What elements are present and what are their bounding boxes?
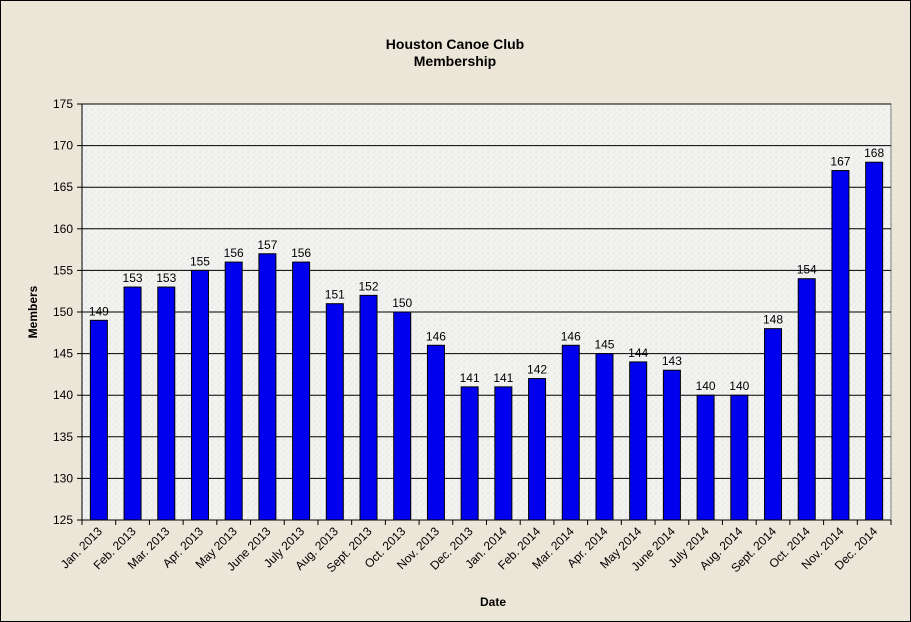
y-tick-label: 170 [53, 139, 73, 153]
y-tick-label: 150 [53, 305, 73, 319]
bar [258, 253, 277, 521]
y-tick-label: 145 [53, 347, 73, 361]
data-label: 146 [426, 329, 446, 343]
bar [797, 278, 816, 521]
data-label: 148 [763, 313, 783, 327]
bar [157, 286, 176, 521]
bar [89, 319, 108, 521]
chart-subtitle: Membership [414, 53, 496, 69]
bar [561, 344, 580, 521]
bar [528, 378, 547, 521]
bar [460, 386, 479, 521]
data-label: 145 [594, 338, 614, 352]
chart-title: Houston Canoe Club [386, 36, 524, 52]
y-axis-ticks: 125 130 135 140 145 150 155 160 165 170 175 [53, 97, 82, 527]
data-label: 140 [729, 379, 749, 393]
bar [190, 269, 209, 521]
data-label: 146 [561, 329, 581, 343]
y-tick-label: 160 [53, 222, 73, 236]
data-label: 156 [291, 246, 311, 260]
data-label: 144 [628, 346, 648, 360]
y-tick-label: 165 [53, 180, 73, 194]
bar [764, 328, 783, 521]
data-label: 167 [830, 155, 850, 169]
y-tick-label: 175 [53, 97, 73, 111]
data-label: 156 [224, 246, 244, 260]
data-label: 153 [156, 271, 176, 285]
bars [89, 161, 884, 521]
data-label: 141 [460, 371, 480, 385]
bar [696, 394, 715, 521]
bar [393, 311, 412, 521]
y-tick-label: 155 [53, 263, 73, 277]
data-label: 153 [123, 271, 143, 285]
bar [730, 394, 749, 521]
bar [224, 261, 243, 521]
bar [629, 361, 648, 521]
data-label: 149 [89, 304, 109, 318]
data-label: 140 [696, 379, 716, 393]
bar [292, 261, 311, 521]
bar [359, 294, 378, 521]
x-axis-title: Date [480, 595, 506, 609]
data-label: 141 [493, 371, 513, 385]
bar [123, 286, 142, 521]
y-tick-label: 140 [53, 388, 73, 402]
data-label: 154 [797, 263, 817, 277]
data-label: 142 [527, 363, 547, 377]
bar [831, 170, 850, 521]
bar [595, 353, 614, 521]
data-label: 143 [662, 354, 682, 368]
y-axis-title: Members [26, 285, 40, 338]
gridlines [82, 103, 891, 479]
bar [325, 303, 344, 521]
y-tick-label: 130 [53, 471, 73, 485]
data-label: 152 [359, 279, 379, 293]
bar [865, 161, 884, 521]
y-tick-label: 125 [53, 513, 73, 527]
bar [426, 344, 445, 521]
bar [662, 369, 681, 521]
bar [494, 386, 513, 521]
data-label: 155 [190, 254, 210, 268]
data-label: 151 [325, 288, 345, 302]
data-label: 150 [392, 296, 412, 310]
y-tick-label: 135 [53, 430, 73, 444]
data-label: 157 [257, 238, 277, 252]
data-labels: 149 153 153 155 156 157 156 151 152 150 146 141 141 1… [89, 146, 885, 393]
data-label: 168 [864, 146, 884, 160]
